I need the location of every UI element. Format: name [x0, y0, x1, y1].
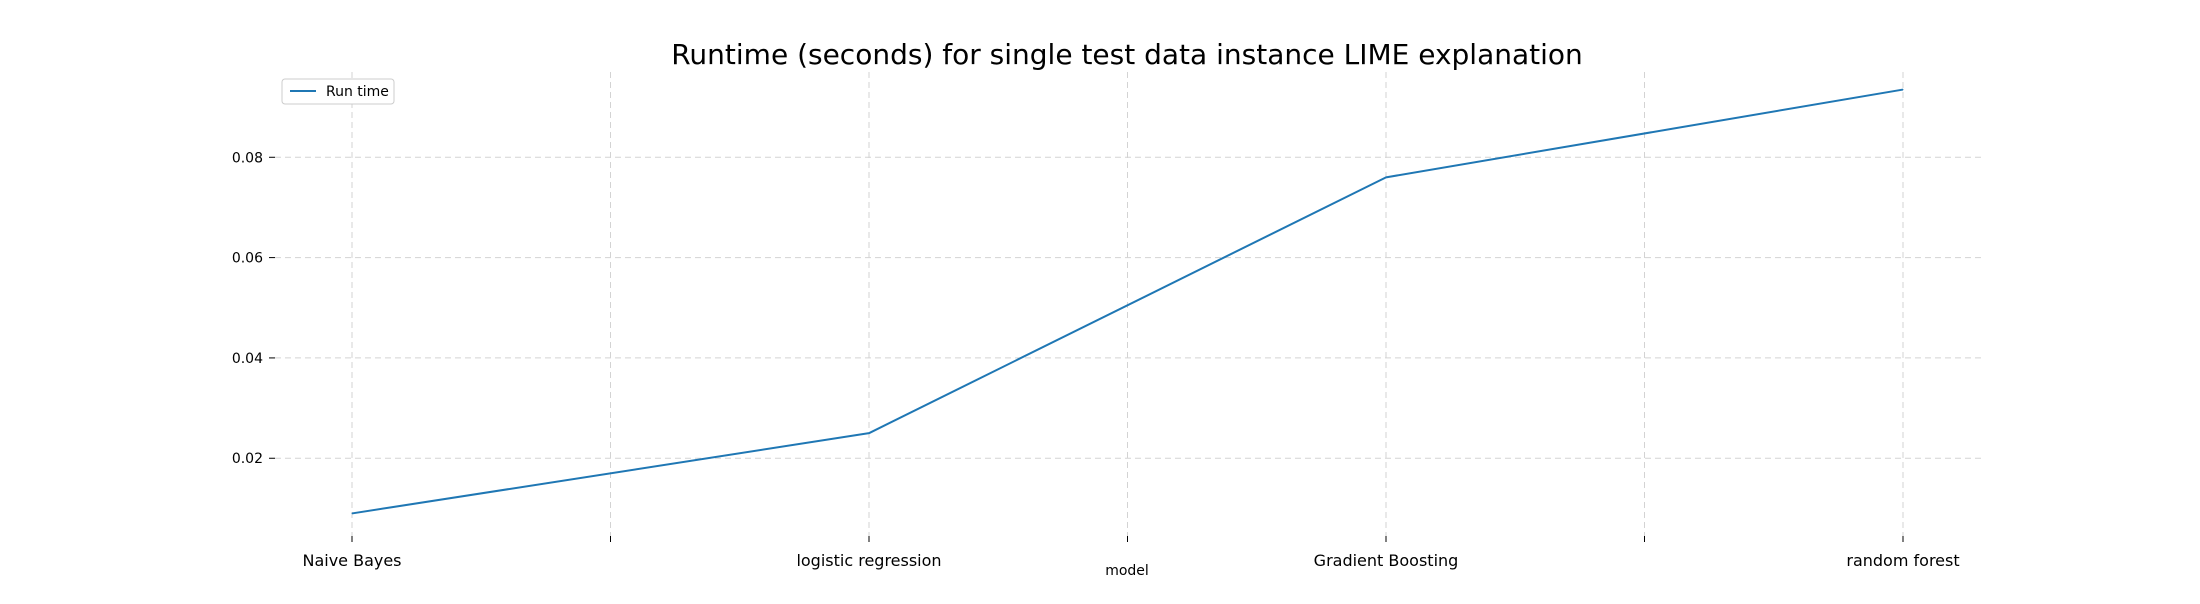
chart-title: Runtime (seconds) for single test data i…: [671, 38, 1583, 71]
y-tick-label: 0.02: [232, 451, 263, 467]
data-point: [1902, 89, 1904, 91]
x-tick-label: logistic regression: [796, 551, 941, 570]
y-tick-label: 0.08: [232, 150, 263, 166]
series-lines: [351, 88, 1904, 515]
grid-lines: [275, 72, 1985, 536]
x-axis-label: model: [1105, 563, 1149, 579]
legend-box: [281, 78, 395, 105]
data-point: [1385, 176, 1387, 178]
legend: Run time: [281, 78, 395, 105]
y-tick-label: 0.04: [232, 351, 263, 367]
legend-label: Run time: [326, 84, 389, 100]
x-tick-label: Gradient Boosting: [1314, 551, 1459, 570]
data-point: [351, 512, 353, 514]
x-tick-label: random forest: [1846, 551, 1959, 570]
data-point: [868, 432, 870, 434]
axis-ticks: 0.02 0.04 0.06 0.08 Naive Bayes logistic regr…: [232, 150, 1960, 570]
series-line: [351, 88, 1904, 515]
y-tick-label: 0.06: [232, 251, 263, 267]
x-tick-label: Naive Bayes: [302, 551, 401, 570]
